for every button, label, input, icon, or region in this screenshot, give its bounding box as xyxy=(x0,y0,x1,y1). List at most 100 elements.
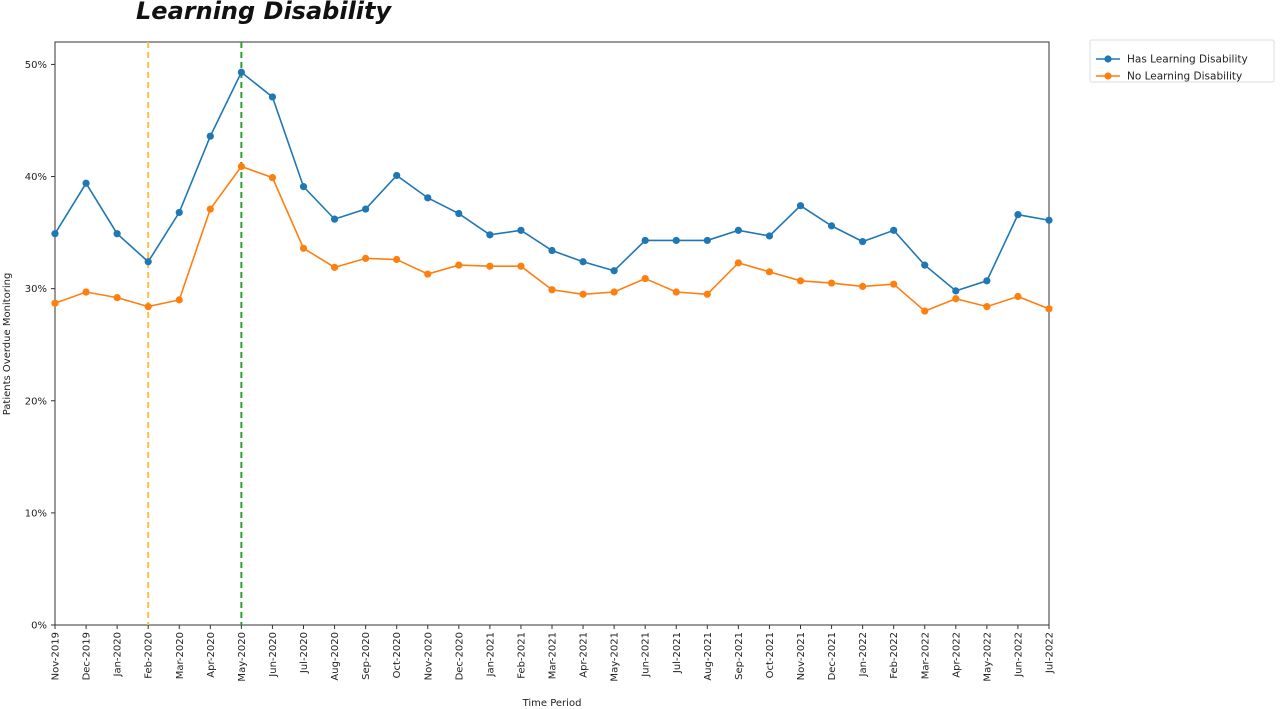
data-point xyxy=(175,296,183,304)
chart-title: Learning Disability xyxy=(136,0,392,25)
data-point xyxy=(517,226,525,234)
data-point xyxy=(734,226,742,234)
data-point xyxy=(330,263,339,271)
data-point xyxy=(1014,292,1022,301)
x-tick-label: Jan-2021 xyxy=(485,632,496,677)
data-point xyxy=(796,202,805,210)
data-point xyxy=(890,280,898,288)
y-axis-label: Patients Overdue Monitoring xyxy=(2,273,13,416)
y-tick-label: 50% xyxy=(25,60,47,71)
data-point xyxy=(51,230,59,238)
legend: Has Learning Disability No Learning Disab… xyxy=(1089,39,1275,83)
data-point xyxy=(1045,216,1053,224)
y-axis-ticks: 0% 10% 20% 30% 40% 50% xyxy=(25,60,55,632)
data-point xyxy=(268,93,277,101)
data-point xyxy=(610,288,618,296)
x-tick-label: May-2021 xyxy=(610,632,621,682)
data-point xyxy=(548,246,556,255)
data-point xyxy=(703,236,711,245)
x-axis-ticks: Nov-2019 Dec-2019 Jan-2020 Feb-2020 Mar-2020… xyxy=(51,625,1056,682)
x-tick-label: Mar-2020 xyxy=(175,632,186,679)
x-tick-label: Apr-2022 xyxy=(951,632,962,678)
y-tick-label: 20% xyxy=(25,396,47,407)
data-point xyxy=(517,262,525,270)
data-point xyxy=(362,254,370,262)
data-point xyxy=(827,222,836,230)
x-tick-label: Dec-2019 xyxy=(82,632,93,680)
data-point xyxy=(641,236,649,245)
data-point xyxy=(1014,211,1022,219)
x-tick-label: Apr-2021 xyxy=(579,632,590,678)
x-tick-label: Jun-2022 xyxy=(1013,632,1024,678)
data-point xyxy=(237,162,245,171)
x-tick-label: Jan-2020 xyxy=(113,632,124,677)
data-point xyxy=(672,236,680,245)
data-point xyxy=(299,244,308,252)
data-point xyxy=(268,174,277,182)
data-point xyxy=(455,261,463,269)
data-point xyxy=(921,307,929,315)
data-point xyxy=(548,286,556,294)
data-point xyxy=(424,270,432,278)
legend-entry-label: No Learning Disability xyxy=(1127,71,1242,83)
x-tick-label: Nov-2019 xyxy=(51,632,62,680)
data-point xyxy=(859,237,867,246)
data-point xyxy=(983,302,991,311)
x-tick-label: Mar-2021 xyxy=(548,632,559,679)
data-point xyxy=(113,230,121,238)
x-tick-label: Jun-2021 xyxy=(641,632,652,678)
x-tick-label: Jun-2020 xyxy=(268,632,279,678)
data-point xyxy=(952,295,960,303)
data-point xyxy=(82,179,90,187)
data-point xyxy=(921,261,929,269)
x-tick-label: Apr-2020 xyxy=(206,632,217,678)
data-point xyxy=(765,232,774,240)
data-point xyxy=(206,205,214,213)
data-point xyxy=(765,268,774,276)
x-tick-label: Jan-2022 xyxy=(858,632,869,677)
data-point xyxy=(486,231,494,239)
plot-frame xyxy=(54,41,1050,626)
data-point xyxy=(299,183,308,191)
data-point xyxy=(983,277,991,285)
data-point xyxy=(579,258,587,266)
data-point xyxy=(393,255,401,264)
data-point xyxy=(641,274,649,283)
x-tick-label: Nov-2020 xyxy=(423,632,434,680)
data-point xyxy=(175,208,183,217)
plot-area xyxy=(51,41,1053,626)
x-tick-label: Sep-2021 xyxy=(734,632,745,680)
data-point xyxy=(237,68,245,76)
x-tick-label: Feb-2021 xyxy=(516,632,527,679)
legend-entry-label: Has Learning Disability xyxy=(1127,54,1248,66)
data-point xyxy=(1045,305,1053,313)
x-tick-label: May-2020 xyxy=(237,632,248,682)
data-point xyxy=(82,288,90,296)
series-line-has-learning-disability xyxy=(54,71,1050,292)
y-tick-label: 10% xyxy=(25,508,47,519)
data-point xyxy=(610,267,618,275)
x-tick-label: Feb-2020 xyxy=(144,632,155,679)
legend-swatch-marker xyxy=(1104,72,1112,80)
data-point xyxy=(144,258,152,266)
x-tick-label: Jul-2021 xyxy=(672,632,683,674)
x-tick-label: Nov-2021 xyxy=(796,632,807,680)
x-tick-label: Aug-2020 xyxy=(330,632,341,681)
data-point xyxy=(455,209,463,218)
data-point xyxy=(796,277,805,285)
x-axis-label: Time Period xyxy=(522,698,582,709)
x-tick-label: Dec-2021 xyxy=(827,632,838,680)
data-point xyxy=(486,262,494,270)
x-tick-label: Oct-2020 xyxy=(392,632,403,678)
data-point xyxy=(144,302,152,311)
x-tick-label: Oct-2021 xyxy=(765,632,776,678)
data-point xyxy=(424,194,432,202)
data-point xyxy=(330,215,339,223)
data-point xyxy=(703,290,711,298)
x-tick-label: Sep-2020 xyxy=(361,632,372,680)
y-tick-label: 40% xyxy=(25,172,47,183)
y-tick-label: 0% xyxy=(31,621,47,632)
x-tick-label: Feb-2022 xyxy=(889,632,900,679)
data-point xyxy=(827,279,836,287)
